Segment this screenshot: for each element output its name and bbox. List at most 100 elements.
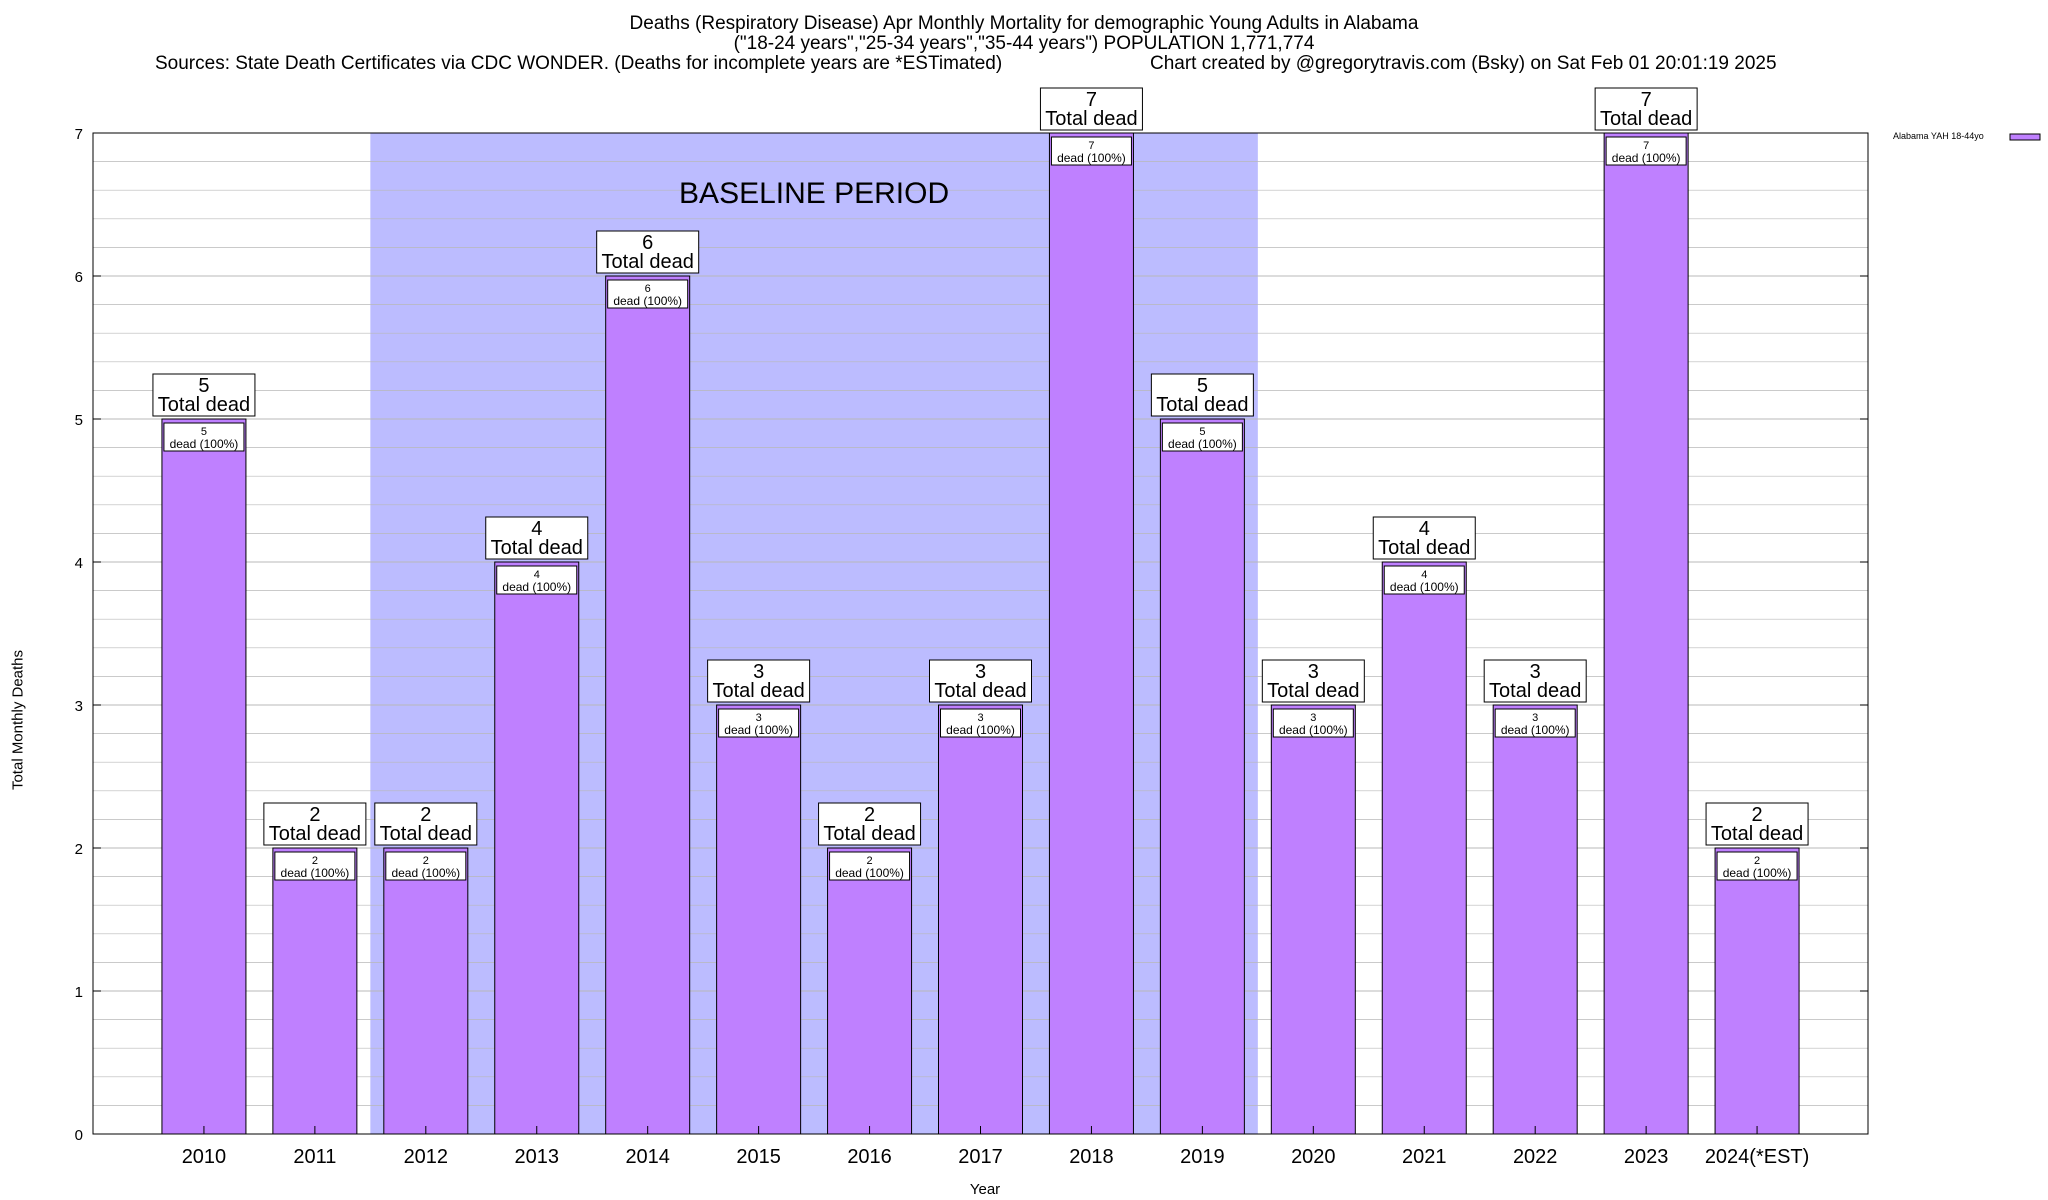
y-tick-label: 0	[75, 1127, 83, 1144]
bar-inner-label: dead (100%)	[1057, 151, 1126, 165]
bar	[383, 847, 469, 1135]
x-tick-label: 2012	[404, 1146, 449, 1168]
bar-inner-value: 5	[201, 426, 207, 438]
bar-total-value: 2	[309, 804, 320, 826]
bar-total-label: Total dead	[1378, 537, 1470, 559]
bar-inner-value: 2	[312, 855, 318, 867]
x-tick-label: 2022	[1513, 1146, 1558, 1168]
bar-total-value: 5	[1197, 375, 1208, 397]
bar-total-label: Total dead	[934, 680, 1026, 702]
bar-inner-value: 2	[867, 855, 873, 867]
bar-inner-label-box	[1050, 136, 1132, 166]
bar-total-box	[1039, 87, 1143, 131]
bar-inner-label-box	[940, 708, 1021, 738]
bar-total-label: Total dead	[1600, 108, 1692, 130]
legend-swatch	[2009, 133, 2041, 141]
bar	[1270, 704, 1356, 1135]
bar-inner-label: dead (100%)	[946, 723, 1015, 737]
bar-inner-label: dead (100%)	[1612, 151, 1681, 165]
bar-total-value: 2	[420, 804, 431, 826]
bar-total-box	[596, 230, 700, 274]
bar-inner-label: dead (100%)	[170, 437, 239, 451]
bar-inner-label: dead (100%)	[1168, 437, 1237, 451]
y-tick-label: 6	[75, 269, 83, 286]
bar	[716, 704, 802, 1135]
bar-total-value: 7	[1641, 89, 1652, 111]
bar-inner-label: dead (100%)	[1279, 723, 1348, 737]
bar-inner-value: 3	[756, 712, 762, 724]
bar-inner-label-box	[496, 565, 578, 595]
bar-total-box	[374, 802, 478, 846]
bar-inner-label: dead (100%)	[391, 866, 460, 880]
bar-inner-label-box	[1272, 708, 1354, 738]
bar-inner-label: dead (100%)	[281, 866, 350, 880]
bar	[272, 847, 358, 1135]
chart-credit: Chart created by @gregorytravis.com (Bsk…	[1150, 53, 1777, 74]
bar-inner-value: 3	[1532, 712, 1538, 724]
bar-total-label: Total dead	[602, 251, 694, 273]
y-tick-label: 7	[75, 126, 83, 143]
bar-total-value: 3	[1530, 661, 1541, 683]
bar	[161, 418, 247, 1135]
bar-total-label: Total dead	[1045, 108, 1137, 130]
bar	[605, 275, 691, 1135]
bar	[1492, 704, 1578, 1135]
bar-inner-label-box	[607, 279, 689, 309]
bar	[1381, 561, 1467, 1135]
bar-total-value: 4	[531, 518, 542, 540]
x-tick-label: 2019	[1180, 1146, 1225, 1168]
bar-total-box	[818, 802, 922, 846]
bar-total-label: Total dead	[158, 394, 250, 416]
bar-total-box	[263, 802, 367, 846]
x-tick-label: 2016	[847, 1146, 892, 1168]
bar-total-value: 4	[1419, 518, 1430, 540]
x-tick-label: 2011	[293, 1146, 336, 1168]
bar-inner-value: 5	[1199, 426, 1205, 438]
bar-inner-value: 4	[534, 569, 540, 581]
x-tick-label: 2017	[958, 1146, 1003, 1168]
bar-inner-label-box	[718, 708, 800, 738]
x-axis-label: Year	[969, 1181, 1001, 1198]
y-tick-label: 1	[75, 984, 83, 1001]
bar-inner-label: dead (100%)	[1723, 866, 1792, 880]
bar-total-label: Total dead	[823, 823, 915, 845]
bar-total-label: Total dead	[712, 680, 804, 702]
chart-title: Deaths (Respiratory Disease) Apr Monthly…	[629, 13, 1419, 34]
bar-inner-label-box	[829, 851, 911, 881]
y-tick-label: 2	[75, 841, 83, 858]
bar	[1159, 418, 1245, 1135]
bar	[1048, 132, 1134, 1135]
bar-total-box	[707, 659, 811, 703]
x-tick-label: 2023	[1624, 1146, 1669, 1168]
bar-total-value: 3	[975, 661, 986, 683]
bar-inner-value: 4	[1421, 569, 1427, 581]
bar-inner-value: 6	[645, 283, 651, 295]
bar-total-value: 3	[1308, 661, 1319, 683]
bar-total-value: 6	[642, 232, 653, 254]
bar-inner-label-box	[385, 851, 467, 881]
x-tick-label: 2010	[182, 1146, 227, 1168]
bar-total-value: 5	[198, 375, 209, 397]
bar-inner-label-box	[1716, 851, 1798, 881]
bar-total-value: 3	[753, 661, 764, 683]
bar-total-label: Total dead	[1711, 823, 1803, 845]
bar-inner-value: 2	[1754, 855, 1760, 867]
bar-inner-value: 2	[423, 855, 429, 867]
bar	[1714, 847, 1800, 1135]
bar	[938, 704, 1023, 1135]
x-tick-label: 2024(*EST)	[1705, 1146, 1810, 1168]
y-tick-label: 3	[75, 698, 83, 715]
bar-inner-label: dead (100%)	[613, 294, 682, 308]
bar-total-box	[929, 659, 1032, 703]
y-tick-label: 4	[75, 555, 83, 572]
bar-inner-label-box	[274, 851, 356, 881]
bar-inner-label: dead (100%)	[1390, 580, 1459, 594]
bar-total-box	[152, 373, 256, 417]
bar	[827, 847, 913, 1135]
bar-inner-label: dead (100%)	[502, 580, 571, 594]
bar-total-box	[1594, 87, 1698, 131]
bar-inner-label-box	[163, 422, 245, 452]
bar-inner-label-box	[1383, 565, 1465, 595]
bar-inner-value: 7	[1088, 140, 1094, 152]
